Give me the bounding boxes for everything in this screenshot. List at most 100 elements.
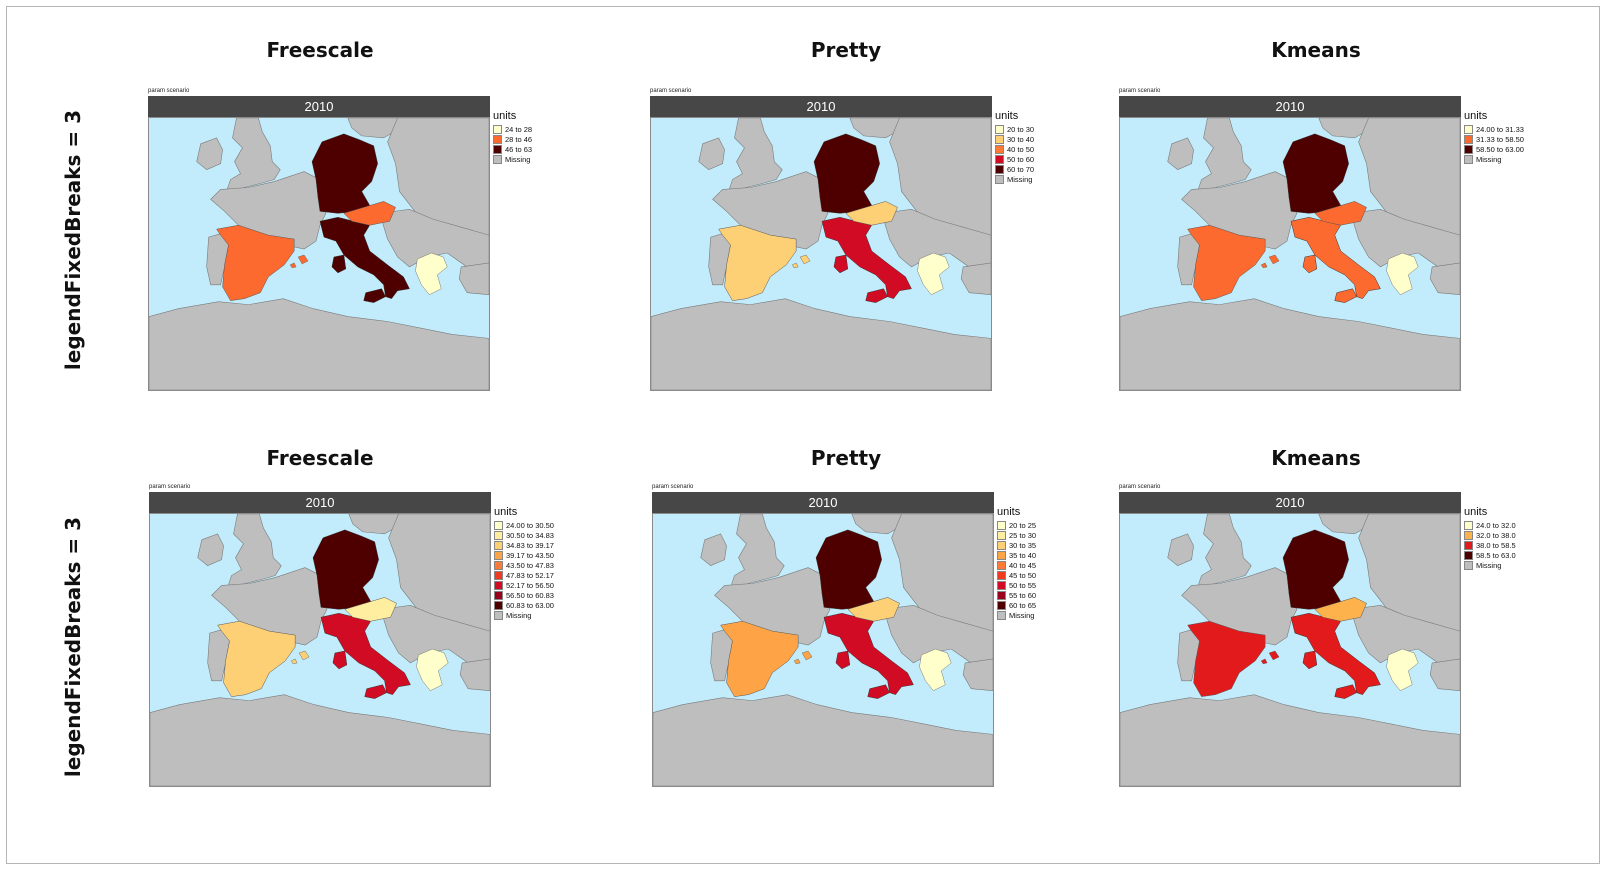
row-label-text: legendFixedBreaks = 3 — [61, 109, 86, 371]
scandinavia-region — [348, 514, 405, 535]
legend-swatch — [995, 144, 1004, 154]
legend-title: units — [1464, 506, 1488, 518]
panel-title: Pretty — [810, 38, 882, 62]
sardinia-region — [1302, 254, 1318, 274]
turkey-region — [960, 262, 991, 295]
legend-title: units — [997, 506, 1021, 518]
legend-item: 38.0 to 58.5 — [1464, 540, 1516, 550]
legend-label: 20 to 25 — [1009, 520, 1037, 530]
sardinia-region — [331, 254, 347, 274]
legend-swatch — [1464, 530, 1473, 540]
legend-item: 60 to 70 — [995, 164, 1034, 174]
map-panel: param scenario 2010 units 24.00 to 31.33 31.… — [1119, 88, 1549, 398]
spain-region — [216, 224, 295, 301]
legend-title: units — [1464, 110, 1488, 122]
legend-label: 52.17 to 56.50 — [506, 580, 554, 590]
austria-region — [343, 201, 396, 226]
legend-item: 60.83 to 63.00 — [494, 600, 554, 610]
legend-item: 24 to 28 — [493, 124, 532, 134]
map-area — [149, 513, 491, 787]
balearic-islands-region — [290, 650, 310, 665]
panel-title: Freescale — [266, 446, 374, 470]
map-panel: param scenario 2010 units 24.00 to 30.50 30.… — [149, 484, 579, 794]
facet-strip-year: 2010 — [148, 96, 490, 117]
turkey-region — [459, 658, 490, 691]
sardinia-region — [1302, 650, 1318, 670]
legend-label: 56.50 to 60.83 — [506, 590, 554, 600]
legend-item: 60 to 65 — [997, 600, 1036, 610]
legend-item: 45 to 50 — [997, 570, 1036, 580]
legend-item: 30 to 40 — [995, 134, 1034, 144]
sicily-region — [1334, 288, 1357, 303]
legend-label: 31.33 to 58.50 — [1476, 134, 1524, 144]
legend-label: 24.00 to 31.33 — [1476, 124, 1524, 134]
param-label: param scenario — [148, 88, 190, 94]
legend-item: Missing — [494, 610, 554, 620]
legend-item: 43.50 to 47.83 — [494, 560, 554, 570]
europe-map — [653, 514, 993, 786]
legend-swatch — [1464, 520, 1473, 530]
legend-swatch — [1464, 540, 1473, 550]
row-label-1: legendFixedBreaks = 3 — [58, 90, 88, 390]
legend-item: 39.17 to 43.50 — [494, 550, 554, 560]
ireland-region — [196, 137, 223, 170]
britain-region — [728, 118, 783, 192]
map-area — [650, 117, 992, 391]
legend-title: units — [493, 110, 517, 122]
legend-item: 30.50 to 34.83 — [494, 530, 554, 540]
sicily-region — [867, 684, 890, 699]
legend-label: 39.17 to 43.50 — [506, 550, 554, 560]
legend-item: 50 to 60 — [995, 154, 1034, 164]
legend-swatch — [997, 560, 1006, 570]
legend-swatch — [997, 610, 1006, 620]
legend-swatch — [997, 600, 1006, 610]
sardinia-region — [833, 254, 849, 274]
map-area — [1119, 117, 1461, 391]
legend-label: Missing — [1007, 174, 1033, 184]
austria-region — [847, 597, 900, 622]
legend-title: units — [995, 110, 1019, 122]
north-africa-region — [1120, 694, 1460, 786]
legend-swatch — [493, 144, 502, 154]
legend-label: 24.0 to 32.0 — [1476, 520, 1516, 530]
param-label: param scenario — [652, 484, 694, 490]
map-area — [148, 117, 490, 391]
legend-item: 47.83 to 52.17 — [494, 570, 554, 580]
row-label-2: legendFixedBreaks = 3 — [58, 497, 88, 797]
legend-label: 34.83 to 39.17 — [506, 540, 554, 550]
balearic-islands-region — [1260, 650, 1280, 665]
legend-swatch — [494, 600, 503, 610]
legend-label: Missing — [1476, 154, 1502, 164]
map-panel: param scenario 2010 units 24 to 28 28 to 46 4… — [148, 88, 578, 398]
legend-item: 58.5 to 63.0 — [1464, 550, 1516, 560]
legend-label: 30.50 to 34.83 — [506, 530, 554, 540]
legend-label: Missing — [1009, 610, 1035, 620]
scandinavia-region — [347, 118, 404, 139]
legend-label: 60.83 to 63.00 — [506, 600, 554, 610]
legend-item: 40 to 45 — [997, 560, 1036, 570]
panel-title: Freescale — [266, 38, 374, 62]
austria-region — [344, 597, 397, 622]
legend-label: 24 to 28 — [505, 124, 533, 134]
legend-item: 25 to 30 — [997, 530, 1036, 540]
param-label: param scenario — [149, 484, 191, 490]
britain-region — [1197, 118, 1252, 192]
legend-label: 25 to 30 — [1009, 530, 1037, 540]
legend-label: 58.5 to 63.0 — [1476, 550, 1516, 560]
europe-map — [150, 514, 490, 786]
sardinia-region — [332, 650, 348, 670]
legend-swatch — [997, 520, 1006, 530]
legend-label: 43.50 to 47.83 — [506, 560, 554, 570]
legend-item: 20 to 30 — [995, 124, 1034, 134]
turkey-region — [1429, 262, 1460, 295]
sicily-region — [1334, 684, 1357, 699]
legend-item: 40 to 50 — [995, 144, 1034, 154]
legend-swatch — [493, 124, 502, 134]
facet-strip-year: 2010 — [1119, 492, 1461, 513]
param-label: param scenario — [650, 88, 692, 94]
legend-swatch — [997, 580, 1006, 590]
balearic-islands-region — [289, 254, 309, 269]
north-africa-region — [149, 298, 489, 390]
sardinia-region — [835, 650, 851, 670]
ireland-region — [698, 137, 725, 170]
